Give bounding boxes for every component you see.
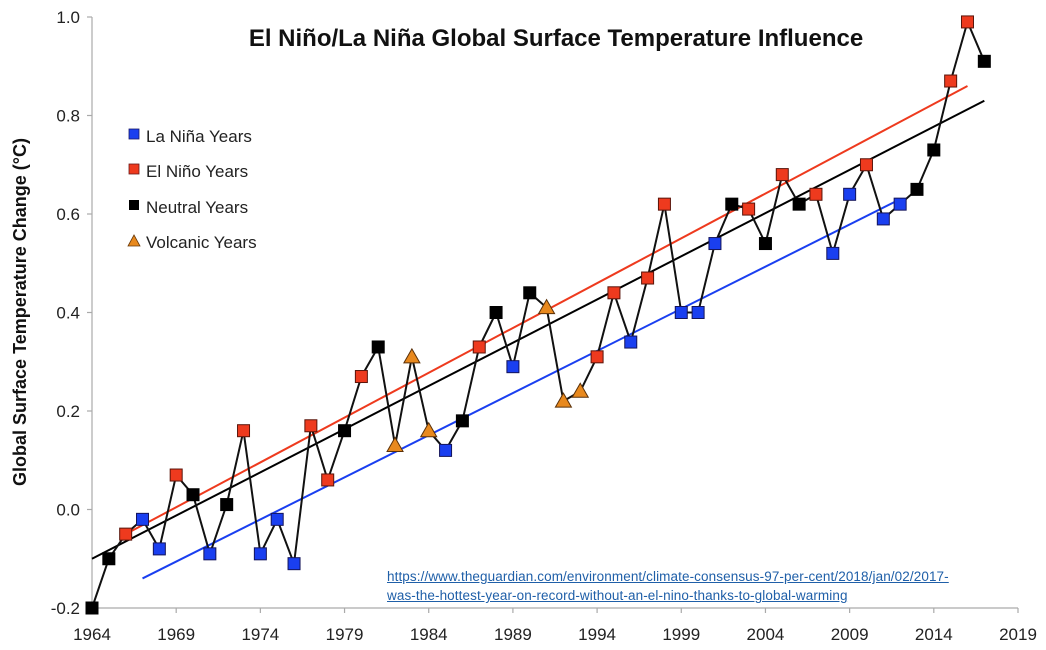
data-point-neutral	[489, 306, 503, 319]
data-point-la-nina	[287, 557, 301, 571]
x-tick-label: 2009	[831, 625, 869, 644]
x-tick-label: 1974	[241, 625, 279, 644]
legend-label-el-nino: El Niño Years	[146, 162, 248, 181]
data-point-la-nina	[152, 542, 166, 556]
data-point-el-nino	[590, 350, 604, 364]
data-point-el-nino	[641, 271, 655, 285]
y-tick-label: 0.4	[56, 304, 80, 323]
data-point-volcanic	[419, 421, 438, 438]
y-tick-label: -0.2	[51, 599, 80, 618]
data-point-neutral	[910, 182, 924, 196]
data-point-neutral	[792, 197, 806, 211]
legend-label-la-nina: La Niña Years	[146, 127, 252, 146]
legend-swatch-la-nina	[128, 128, 140, 140]
data-point-volcanic	[537, 298, 556, 315]
data-point-la-nina	[893, 197, 907, 211]
data-point-la-nina	[270, 512, 284, 526]
data-point-el-nino	[809, 187, 823, 201]
data-point-la-nina	[203, 547, 217, 561]
data-point-neutral	[371, 340, 385, 354]
data-point-neutral	[927, 143, 941, 157]
data-point-el-nino	[472, 340, 486, 354]
data-point-la-nina	[136, 512, 150, 526]
data-point-el-nino	[742, 202, 756, 216]
data-point-la-nina	[826, 246, 840, 260]
data-point-neutral	[725, 197, 739, 211]
legend-swatch-volcanic	[127, 234, 141, 247]
x-tick-label: 1979	[326, 625, 364, 644]
data-point-el-nino	[960, 15, 974, 29]
temperature-series-line	[91, 20, 986, 609]
legend-swatch-el-nino	[128, 163, 140, 175]
x-tick-label: 2019	[999, 625, 1037, 644]
data-point-volcanic	[403, 347, 421, 364]
data-point-volcanic	[571, 382, 590, 398]
data-point-la-nina	[691, 306, 705, 319]
legend-swatch-neutral	[129, 200, 139, 210]
data-point-el-nino	[321, 473, 335, 487]
trend-line-neutral	[91, 99, 985, 560]
data-point-neutral	[220, 498, 234, 512]
data-point-la-nina	[674, 306, 688, 319]
data-point-el-nino	[169, 468, 183, 482]
data-point-el-nino	[607, 286, 621, 300]
source-link-line-2[interactable]: was-the-hottest-year-on-record-without-a…	[387, 588, 848, 603]
data-point-neutral	[85, 601, 99, 615]
data-point-la-nina	[624, 335, 638, 349]
x-tick-label: 1999	[662, 625, 700, 644]
data-point-neutral	[455, 414, 469, 428]
data-point-el-nino	[119, 527, 133, 541]
y-tick-label: 0.2	[56, 402, 80, 421]
x-tick-label: 2014	[915, 625, 953, 644]
data-point-neutral	[977, 54, 991, 68]
y-tick-label: 1.0	[56, 8, 80, 27]
x-tick-label: 2004	[747, 625, 785, 644]
data-point-la-nina	[708, 237, 722, 251]
data-point-el-nino	[775, 168, 789, 182]
data-point-neutral	[102, 552, 116, 566]
x-ticks: 1964 1969 1974 1979 1984 1989 1994 1999 2004 2009…	[73, 608, 1037, 644]
source-link-line-1[interactable]: https://www.theguardian.com/environment/…	[387, 569, 949, 584]
x-tick-label: 1964	[73, 625, 111, 644]
chart-title: El Niño/La Niña Global Surface Temperatu…	[249, 25, 863, 52]
trend-line-la-nina	[142, 198, 901, 580]
y-ticks: -0.2 0.0 0.2 0.4 0.6 0.8 1.0	[51, 8, 92, 618]
x-tick-label: 1969	[157, 625, 195, 644]
x-tick-label: 1984	[410, 625, 448, 644]
legend-label-neutral: Neutral Years	[146, 198, 248, 217]
y-tick-label: 0.0	[56, 501, 80, 520]
data-point-el-nino	[237, 424, 251, 438]
data-point-neutral	[338, 424, 352, 438]
data-point-neutral	[523, 286, 537, 300]
data-point-la-nina	[439, 443, 453, 457]
axes	[91, 17, 1018, 609]
legend-label-volcanic: Volcanic Years	[146, 233, 257, 252]
data-markers	[85, 15, 991, 615]
source-link[interactable]: https://www.theguardian.com/environment/…	[387, 567, 1027, 605]
x-tick-label: 1994	[578, 625, 616, 644]
data-point-la-nina	[843, 187, 857, 201]
y-tick-label: 0.8	[56, 107, 80, 126]
legend: La Niña Years El Niño Years Neutral Year…	[127, 127, 257, 252]
data-point-neutral	[186, 488, 200, 502]
data-point-la-nina	[253, 547, 267, 561]
data-point-el-nino	[944, 74, 958, 88]
data-point-el-nino	[859, 158, 873, 172]
data-point-el-nino	[304, 419, 318, 433]
data-point-la-nina	[506, 360, 520, 374]
data-point-neutral	[758, 237, 772, 251]
data-point-el-nino	[657, 197, 671, 211]
x-tick-label: 1989	[494, 625, 532, 644]
data-point-el-nino	[354, 370, 368, 384]
y-tick-label: 0.6	[56, 205, 80, 224]
y-axis-title: Global Surface Temperature Change (°C)	[10, 138, 30, 486]
data-point-la-nina	[876, 212, 890, 226]
data-point-volcanic	[554, 392, 573, 408]
data-point-volcanic	[386, 436, 404, 452]
